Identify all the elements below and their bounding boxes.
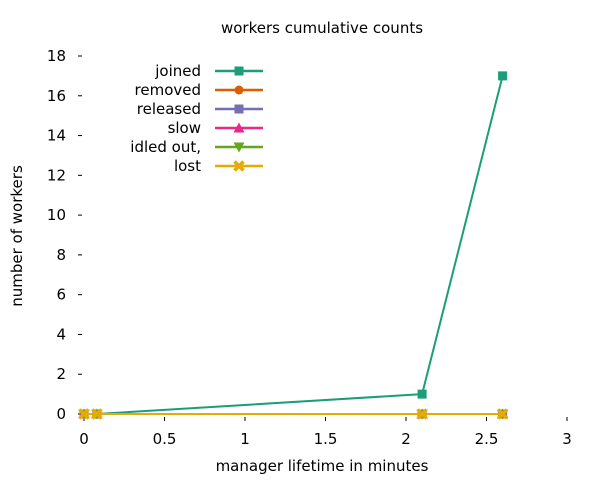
- legend-swatch-marker: [233, 142, 245, 153]
- series-lost-point: [416, 408, 428, 420]
- series-joined-line: [84, 75, 504, 415]
- legend-swatch-marker: [233, 160, 245, 172]
- series-lost-point: [91, 408, 103, 420]
- legend-swatch-marker: [234, 85, 244, 95]
- y-tick-label: 10: [47, 206, 66, 224]
- y-tick-label: 0: [56, 405, 66, 423]
- y-tick-label: 6: [56, 286, 66, 304]
- legend-label: released: [137, 100, 201, 118]
- x-axis-label: manager lifetime in minutes: [216, 457, 429, 475]
- series-lost-point-stroke: [416, 408, 428, 420]
- legend-item-idled-out: idled out,: [130, 138, 263, 156]
- x-tick-label: 0: [79, 430, 89, 448]
- y-tick-label: 4: [56, 325, 66, 343]
- legend-swatch-marker: [234, 66, 244, 76]
- legend-label: joined: [154, 62, 201, 80]
- series-joined-point: [498, 71, 508, 81]
- legend-item-slow: slow: [168, 119, 263, 137]
- legend-item-released: released: [137, 100, 263, 118]
- axis-layer: 0 2 4 6 8 10 12 14 16 18 0 0.5 1 1.5 2 2.5 3: [47, 47, 572, 448]
- y-axis-label: number of workers: [8, 165, 26, 307]
- x-tick-label: 2.5: [475, 430, 499, 448]
- legend-swatch-marker: [234, 104, 244, 114]
- legend-swatch-marker: [233, 122, 245, 133]
- legend-item-joined: joined: [154, 62, 263, 80]
- x-tick-label: 2: [401, 430, 411, 448]
- legend-item-lost: lost: [174, 157, 263, 175]
- chart-title: workers cumulative counts: [221, 19, 423, 37]
- series-lost-point-stroke: [91, 408, 103, 420]
- legend-label: idled out,: [130, 138, 201, 156]
- x-tick-label: 1: [240, 430, 250, 448]
- x-tick-label: 3: [562, 430, 572, 448]
- series-layer: [78, 71, 509, 420]
- y-tick-label: 16: [47, 87, 66, 105]
- legend-label: lost: [174, 157, 201, 175]
- series-joined: [79, 71, 508, 419]
- series-joined-point: [417, 389, 427, 399]
- y-tick-label: 14: [47, 127, 66, 145]
- legend-label: removed: [135, 81, 201, 99]
- y-tick-label: 12: [47, 166, 66, 184]
- series-lost-point-stroke: [78, 408, 90, 420]
- series-lost-point: [496, 408, 509, 420]
- x-tick-label: 1.5: [314, 430, 338, 448]
- legend-label: slow: [168, 119, 201, 137]
- legend-swatch-marker-stroke: [233, 160, 245, 172]
- series-lost-point: [78, 408, 90, 420]
- series-lost: [78, 408, 509, 420]
- series-lost-point-stroke: [496, 408, 509, 420]
- legend-item-removed: removed: [135, 81, 263, 99]
- x-tick-label: 0.5: [153, 430, 177, 448]
- y-tick-label: 8: [56, 246, 66, 264]
- y-tick-label: 2: [56, 365, 66, 383]
- y-tick-label: 18: [47, 47, 66, 65]
